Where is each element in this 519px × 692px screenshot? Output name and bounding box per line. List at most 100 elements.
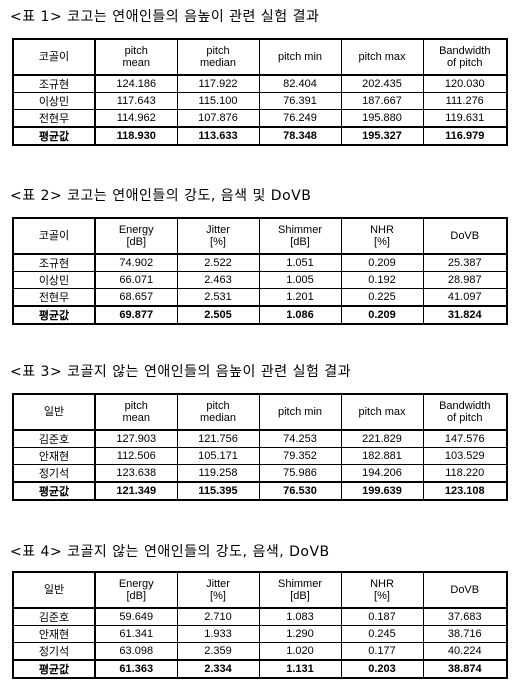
table-cell: 0.187	[340, 607, 424, 626]
average-cell: 115.395	[176, 481, 260, 501]
table-row: 이상민 66.071 2.463 1.005 0.192 28.987	[12, 271, 508, 289]
table-cell: 76.249	[258, 109, 342, 128]
average-row: 평균값 69.877 2.505 1.086 0.209 31.824	[12, 305, 508, 325]
column-header: 일반	[12, 571, 96, 609]
table-cell: 119.631	[422, 109, 508, 128]
table-row: 안재현 61.341 1.933 1.290 0.245 38.716	[12, 625, 508, 643]
column-header-label: Jitter	[206, 224, 230, 236]
table-cell: 1.083	[258, 607, 342, 626]
average-cell: 121.349	[94, 481, 178, 501]
table-cell: 1.051	[258, 253, 342, 272]
table-row: 조규현 74.902 2.522 1.051 0.209 25.387	[12, 253, 508, 272]
table-cell: 187.667	[340, 92, 424, 110]
average-cell: 123.108	[422, 481, 508, 501]
column-header-label: [%]	[374, 236, 390, 248]
table-cell: 66.071	[94, 271, 178, 289]
table-cell: 119.258	[176, 464, 260, 483]
table-cell: 38.716	[422, 625, 508, 643]
table-cell: 0.192	[340, 271, 424, 289]
table-row: 김준호 127.903 121.756 74.253 221.829 147.576	[12, 429, 508, 448]
table-row: 이상민 117.643 115.100 76.391 187.667 111.276	[12, 92, 508, 110]
table-row: 정기석 123.638 119.258 75.986 194.206 118.220	[12, 464, 508, 483]
table-cell: 82.404	[258, 74, 342, 93]
column-header: DoVB	[422, 571, 508, 609]
column-header: pitch max	[340, 38, 424, 76]
table-cell: 79.352	[258, 447, 342, 465]
header-row: 코골이 pitch mean pitch median pitch min pitch ma…	[12, 38, 508, 76]
column-header-label: of pitch	[447, 412, 483, 424]
column-header: Bandwidth of pitch	[422, 393, 508, 431]
column-header: pitch median	[176, 38, 260, 76]
table-cell: 0.177	[340, 642, 424, 661]
average-label: 평균값	[12, 481, 96, 501]
table-cell: 40.224	[422, 642, 508, 661]
column-header-label: median	[199, 412, 237, 424]
average-cell: 61.363	[94, 659, 178, 679]
table-row: 안재현 112.506 105.171 79.352 182.881 103.529	[12, 447, 508, 465]
table-cell: 114.962	[94, 109, 178, 128]
table-cell: 25.387	[422, 253, 508, 272]
column-header: pitch max	[340, 393, 424, 431]
column-header-label: 코골이	[38, 230, 70, 242]
table-cell: 127.903	[94, 429, 178, 448]
column-header-label: pitch	[206, 45, 230, 57]
column-header-label: mean	[122, 412, 151, 424]
table-cell: 121.756	[176, 429, 260, 448]
average-cell: 2.334	[176, 659, 260, 679]
header-row: 코골이 Energy [dB] Jitter [%] Shimmer [dB] NHR [%] D…	[12, 217, 508, 255]
table-3-caption: <표 3> 코골지 않는 연애인들의 음높이 관련 실험 결과	[10, 364, 352, 380]
column-header-label: NHR	[370, 578, 394, 590]
column-header: Shimmer [dB]	[258, 571, 342, 609]
column-header: Energy [dB]	[94, 217, 178, 255]
row-label: 정기석	[12, 464, 96, 483]
average-row: 평균값 61.363 2.334 1.131 0.203 38.874	[12, 659, 508, 679]
table-1: 코골이 pitch mean pitch median pitch min pitch ma…	[12, 38, 508, 146]
table-cell: 63.098	[94, 642, 178, 661]
average-cell: 78.348	[258, 126, 342, 146]
table-cell: 1.290	[258, 625, 342, 643]
average-cell: 1.086	[258, 305, 342, 325]
column-header: NHR [%]	[340, 571, 424, 609]
column-header: pitch min	[258, 38, 342, 76]
table-1-caption: <표 1> 코고는 연애인들의 음높이 관련 실험 결과	[10, 9, 320, 25]
table-2: 코골이 Energy [dB] Jitter [%] Shimmer [dB] NHR [%] D…	[12, 217, 508, 325]
column-header: Jitter [%]	[176, 571, 260, 609]
table-cell: 221.829	[340, 429, 424, 448]
column-header-label: 일반	[43, 406, 65, 418]
table-cell: 0.209	[340, 253, 424, 272]
column-header-label: Energy	[118, 578, 154, 590]
table-cell: 111.276	[422, 92, 508, 110]
column-header: Shimmer [dB]	[258, 217, 342, 255]
column-header-label: pitch	[206, 400, 230, 412]
table-4: 일반 Energy [dB] Jitter [%] Shimmer [dB] NHR [%] Do…	[12, 571, 508, 679]
row-label: 이상민	[12, 92, 96, 110]
column-header: 코골이	[12, 38, 96, 76]
column-header-label: pitch max	[358, 406, 406, 418]
column-header: pitch min	[258, 393, 342, 431]
column-header-label: [%]	[374, 590, 390, 602]
table-cell: 1.933	[176, 625, 260, 643]
table-cell: 112.506	[94, 447, 178, 465]
average-cell: 38.874	[422, 659, 508, 679]
column-header-label: DoVB	[450, 230, 480, 242]
average-cell: 195.327	[340, 126, 424, 146]
table-cell: 103.529	[422, 447, 508, 465]
average-cell: 69.877	[94, 305, 178, 325]
column-header-label: DoVB	[450, 584, 480, 596]
row-label: 이상민	[12, 271, 96, 289]
row-label: 정기석	[12, 642, 96, 661]
table-cell: 59.649	[94, 607, 178, 626]
column-header-label: Jitter	[206, 578, 230, 590]
average-label: 평균값	[12, 659, 96, 679]
average-cell: 0.209	[340, 305, 424, 325]
column-header: Jitter [%]	[176, 217, 260, 255]
column-header-label: pitch	[124, 45, 148, 57]
row-label: 안재현	[12, 625, 96, 643]
table-cell: 195.880	[340, 109, 424, 128]
column-header-label: median	[199, 57, 237, 69]
header-row: 일반 Energy [dB] Jitter [%] Shimmer [dB] NHR [%] Do…	[12, 571, 508, 609]
table-cell: 107.876	[176, 109, 260, 128]
table-cell: 28.987	[422, 271, 508, 289]
table-cell: 2.359	[176, 642, 260, 661]
table-row: 정기석 63.098 2.359 1.020 0.177 40.224	[12, 642, 508, 661]
